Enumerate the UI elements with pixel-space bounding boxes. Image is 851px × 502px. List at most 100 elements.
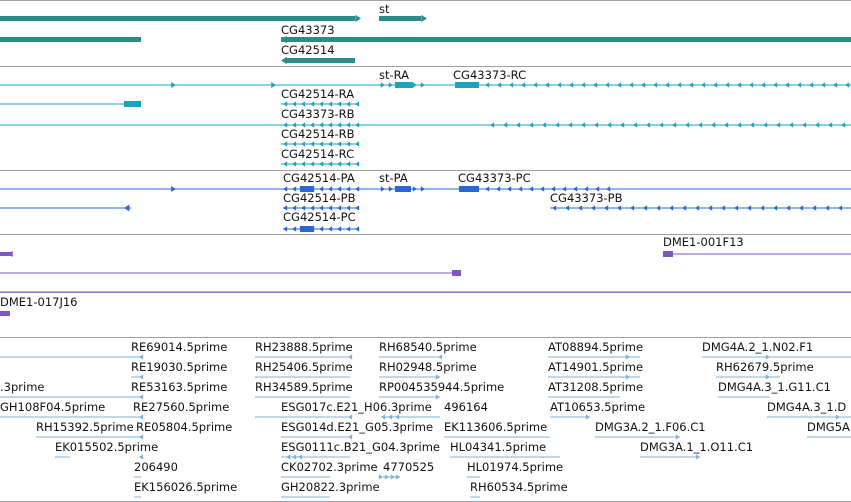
est-label[interactable]: ESG0111c.B21_G04.3prime <box>281 440 440 454</box>
strand-arrow-left <box>659 122 664 128</box>
est-label[interactable]: AT10653.5prime <box>550 400 645 414</box>
clone-label[interactable]: DME1-017J16 <box>0 295 78 309</box>
strand-arrow-left <box>337 141 342 147</box>
est-label[interactable]: EK015502.5prime <box>55 440 158 454</box>
est-label[interactable]: .3prime <box>0 380 44 394</box>
protein-label[interactable]: st-PA <box>379 171 408 185</box>
est-label[interactable]: DMG4A.2_1.N02.F1 <box>702 340 813 354</box>
est-label[interactable]: GH108F04.5prime <box>0 400 105 414</box>
strand-arrow-left <box>809 82 814 88</box>
est-label[interactable]: 496164 <box>444 400 488 414</box>
est-label[interactable]: GH20822.3prime <box>281 480 380 494</box>
est-label[interactable]: RH02948.5prime <box>379 360 477 374</box>
strand-arrow-left <box>346 226 351 232</box>
strand-arrow-left <box>292 205 297 211</box>
strand-arrow-right <box>271 82 276 88</box>
strand-arrow-left <box>825 205 830 211</box>
strand-arrow-left <box>337 122 342 128</box>
est-label[interactable]: HL01974.5prime <box>467 460 563 474</box>
est-label[interactable]: ESG017c.E21_H06.3prime <box>281 400 432 414</box>
protein-label[interactable]: CG42514-PB <box>283 191 356 205</box>
est-label[interactable]: DMG4A.3_1.D <box>767 400 846 414</box>
est-label[interactable]: AT08894.5prime <box>548 340 643 354</box>
gene-label-cg43373[interactable]: CG43373 <box>281 23 335 37</box>
strand-arrow-left <box>292 101 297 107</box>
est-label[interactable]: HL04341.5prime <box>450 440 546 454</box>
transcript-label[interactable]: st-RA <box>379 68 409 82</box>
gene-label-st[interactable]: st <box>379 2 390 16</box>
feature-block <box>300 186 314 192</box>
protein-label[interactable]: CG42514-PA <box>283 171 355 185</box>
est-label[interactable]: AT14901.5prime <box>548 360 643 374</box>
strand-arrow-left <box>761 82 766 88</box>
est-label[interactable]: RH34589.5prime <box>255 380 353 394</box>
strand-arrow-right <box>390 474 395 480</box>
strand-arrow-right <box>625 374 630 380</box>
strand-arrow-left <box>552 205 557 211</box>
strand-arrow-left <box>643 205 648 211</box>
clone-label[interactable]: DME1-001F13 <box>663 235 744 249</box>
strand-arrow-left <box>656 205 661 211</box>
strand-arrow-left <box>283 101 288 107</box>
est-label[interactable]: CK02702.3prime <box>281 460 378 474</box>
strand-arrow-right <box>384 474 389 480</box>
strand-arrow-left <box>286 454 291 460</box>
transcript-label[interactable]: CG43373-RC <box>453 68 526 82</box>
strand-arrow-left <box>529 122 534 128</box>
est-label[interactable]: EK156026.5prime <box>134 480 237 494</box>
est-label[interactable]: RH15392.5prime <box>36 420 134 434</box>
strand-arrow-left <box>747 205 752 211</box>
est-label[interactable]: ESG014d.E21_G05.3prime <box>281 420 433 434</box>
feature-block <box>0 252 12 256</box>
transcript-label[interactable]: CG42514-RA <box>281 87 354 101</box>
est-label[interactable]: RH23888.5prime <box>255 340 353 354</box>
strand-arrow-left <box>604 205 609 211</box>
strand-arrow-left <box>346 101 351 107</box>
est-label[interactable]: AT31208.5prime <box>548 380 643 394</box>
est-label[interactable]: RH25406.5prime <box>255 360 353 374</box>
est-label[interactable]: DMG3A.1_1.O11.C1 <box>640 440 753 454</box>
strand-arrow-left <box>721 205 726 211</box>
strand-arrow-right <box>171 82 176 88</box>
est-label[interactable]: RE05804.5prime <box>136 420 232 434</box>
strand-arrow-right <box>171 186 176 192</box>
gene-label-cg42514[interactable]: CG42514 <box>281 43 335 57</box>
strand-arrow-left <box>328 186 333 192</box>
est-label[interactable]: DMG4A.3_1.G11.C1 <box>718 380 831 394</box>
strand-arrow-left <box>799 205 804 211</box>
est-label[interactable]: DMG5A <box>807 420 850 434</box>
est-label[interactable]: RH62679.5prime <box>716 360 814 374</box>
strand-arrow-right <box>388 82 393 88</box>
est-label[interactable]: RE69014.5prime <box>131 340 227 354</box>
strand-arrow-left <box>292 226 297 232</box>
transcript-label[interactable]: CG43373-RB <box>281 107 355 121</box>
feature-block <box>379 16 421 21</box>
strand-arrow-left <box>301 122 306 128</box>
strand-arrow-left <box>328 101 333 107</box>
est-label[interactable]: RE27560.5prime <box>133 400 229 414</box>
protein-label[interactable]: CG43373-PC <box>458 171 531 185</box>
est-label[interactable]: RH60534.5prime <box>470 480 568 494</box>
strand-arrow-left <box>606 186 611 192</box>
strand-arrow-left <box>438 354 443 360</box>
strand-arrow-left <box>346 161 351 167</box>
est-label[interactable]: DMG3A.2_1.F06.C1 <box>595 420 706 434</box>
strand-arrow-left <box>497 82 502 88</box>
est-label[interactable]: 4770525 <box>383 460 434 474</box>
strand-arrow-left <box>569 82 574 88</box>
transcript-label[interactable]: CG42514-RB <box>281 127 355 141</box>
strand-arrow-right <box>396 82 401 88</box>
est-label[interactable]: 206490 <box>134 460 178 474</box>
est-label[interactable]: RH68540.5prime <box>379 340 477 354</box>
est-label[interactable]: RP004535944.5prime <box>379 380 504 394</box>
protein-label[interactable]: CG42514-PC <box>283 210 356 224</box>
est-label[interactable]: RE53163.5prime <box>131 380 227 394</box>
protein-label[interactable]: CG43373-PB <box>550 191 623 205</box>
strand-arrow-left <box>701 82 706 88</box>
est-label[interactable]: RE19030.5prime <box>131 360 227 374</box>
transcript-label[interactable]: CG42514-RC <box>281 147 354 161</box>
est-label[interactable]: EK113606.5prime <box>444 420 547 434</box>
strand-arrow-left <box>355 186 360 192</box>
